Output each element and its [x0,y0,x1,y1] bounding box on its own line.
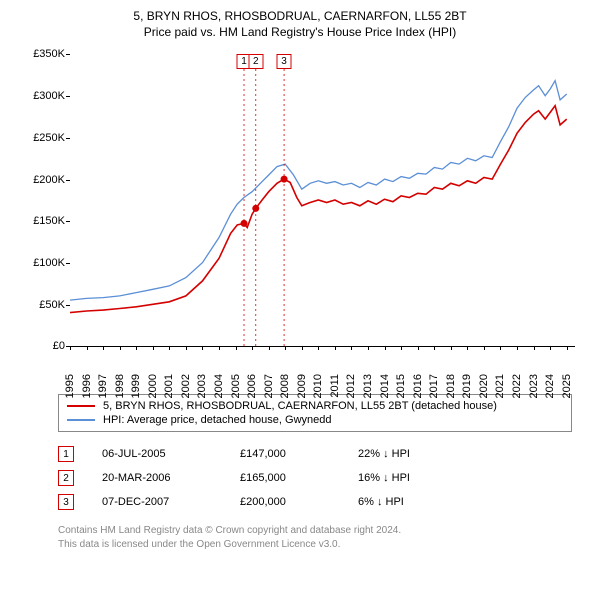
y-axis-label: £50K [20,299,65,311]
y-axis-label: £150K [20,215,65,227]
x-axis-label: 2009 [296,374,308,398]
x-axis-label: 2022 [511,374,523,398]
sale-point [252,205,259,212]
x-axis-label: 2019 [461,374,473,398]
sale-diff: 16% ↓ HPI [358,472,468,484]
x-axis-label: 1995 [64,374,76,398]
sale-diff: 6% ↓ HPI [358,496,468,508]
x-axis-label: 2010 [312,374,324,398]
legend-label: HPI: Average price, detached house, Gwyn… [103,414,332,426]
sale-price: £147,000 [240,448,330,460]
x-axis-label: 2020 [478,374,490,398]
x-axis-label: 1998 [114,374,126,398]
legend-swatch [67,419,95,421]
x-axis-label: 2006 [246,374,258,398]
y-axis-label: £100K [20,257,65,269]
x-axis-label: 2008 [279,374,291,398]
sale-date: 07-DEC-2007 [102,496,212,508]
chart-area: £0£50K£100K£150K£200K£250K£300K£350K1995… [20,46,580,386]
x-axis-label: 2017 [428,374,440,398]
marker-badge: 3 [58,494,74,510]
attribution-line-2: This data is licensed under the Open Gov… [58,538,572,552]
table-row: 1 06-JUL-2005 £147,000 22% ↓ HPI [58,442,572,466]
x-axis-label: 2025 [561,374,573,398]
table-row: 3 07-DEC-2007 £200,000 6% ↓ HPI [58,490,572,514]
x-axis-label: 1996 [81,374,93,398]
x-axis-label: 2012 [345,374,357,398]
x-axis-label: 1999 [130,374,142,398]
attribution: Contains HM Land Registry data © Crown c… [58,524,572,551]
y-axis-label: £300K [20,90,65,102]
sale-price: £165,000 [240,472,330,484]
x-axis-label: 2018 [445,374,457,398]
x-axis-label: 2003 [196,374,208,398]
legend-swatch [67,405,95,407]
x-axis-label: 2007 [263,374,275,398]
x-axis-label: 2005 [230,374,242,398]
attribution-line-1: Contains HM Land Registry data © Crown c… [58,524,572,538]
x-axis-label: 2004 [213,374,225,398]
title-line-2: Price paid vs. HM Land Registry's House … [8,24,592,40]
x-axis-label: 2021 [494,374,506,398]
sale-diff: 22% ↓ HPI [358,448,468,460]
x-axis-label: 2000 [147,374,159,398]
title-line-1: 5, BRYN RHOS, RHOSBODRUAL, CAERNARFON, L… [8,8,592,24]
legend-label: 5, BRYN RHOS, RHOSBODRUAL, CAERNARFON, L… [103,400,497,412]
y-axis-label: £350K [20,48,65,60]
series-hpi [70,81,567,300]
x-axis-label: 2001 [163,374,175,398]
chart-title-block: 5, BRYN RHOS, RHOSBODRUAL, CAERNARFON, L… [8,8,592,40]
x-axis-label: 2016 [412,374,424,398]
y-axis-label: £200K [20,174,65,186]
sales-table: 1 06-JUL-2005 £147,000 22% ↓ HPI 2 20-MA… [58,442,572,514]
sale-date: 06-JUL-2005 [102,448,212,460]
chart-marker-badge: 2 [248,54,263,69]
x-axis-label: 2015 [395,374,407,398]
series-price_paid [70,106,567,313]
sale-date: 20-MAR-2006 [102,472,212,484]
x-axis-label: 2013 [362,374,374,398]
y-axis-label: £0 [20,340,65,352]
sale-price: £200,000 [240,496,330,508]
chart-marker-badge: 3 [277,54,292,69]
x-axis-label: 2024 [544,374,556,398]
x-axis-label: 2014 [379,374,391,398]
sale-point [281,176,288,183]
legend-item-hpi: HPI: Average price, detached house, Gwyn… [67,413,563,427]
sale-point [241,220,248,227]
marker-badge: 1 [58,446,74,462]
x-axis-label: 2002 [180,374,192,398]
x-axis-label: 2023 [528,374,540,398]
marker-badge: 2 [58,470,74,486]
x-axis-label: 1997 [97,374,109,398]
legend: 5, BRYN RHOS, RHOSBODRUAL, CAERNARFON, L… [58,394,572,432]
x-axis-label: 2011 [329,374,341,398]
y-axis-label: £250K [20,132,65,144]
table-row: 2 20-MAR-2006 £165,000 16% ↓ HPI [58,466,572,490]
legend-item-price-paid: 5, BRYN RHOS, RHOSBODRUAL, CAERNARFON, L… [67,399,563,413]
chart-svg [70,54,575,346]
